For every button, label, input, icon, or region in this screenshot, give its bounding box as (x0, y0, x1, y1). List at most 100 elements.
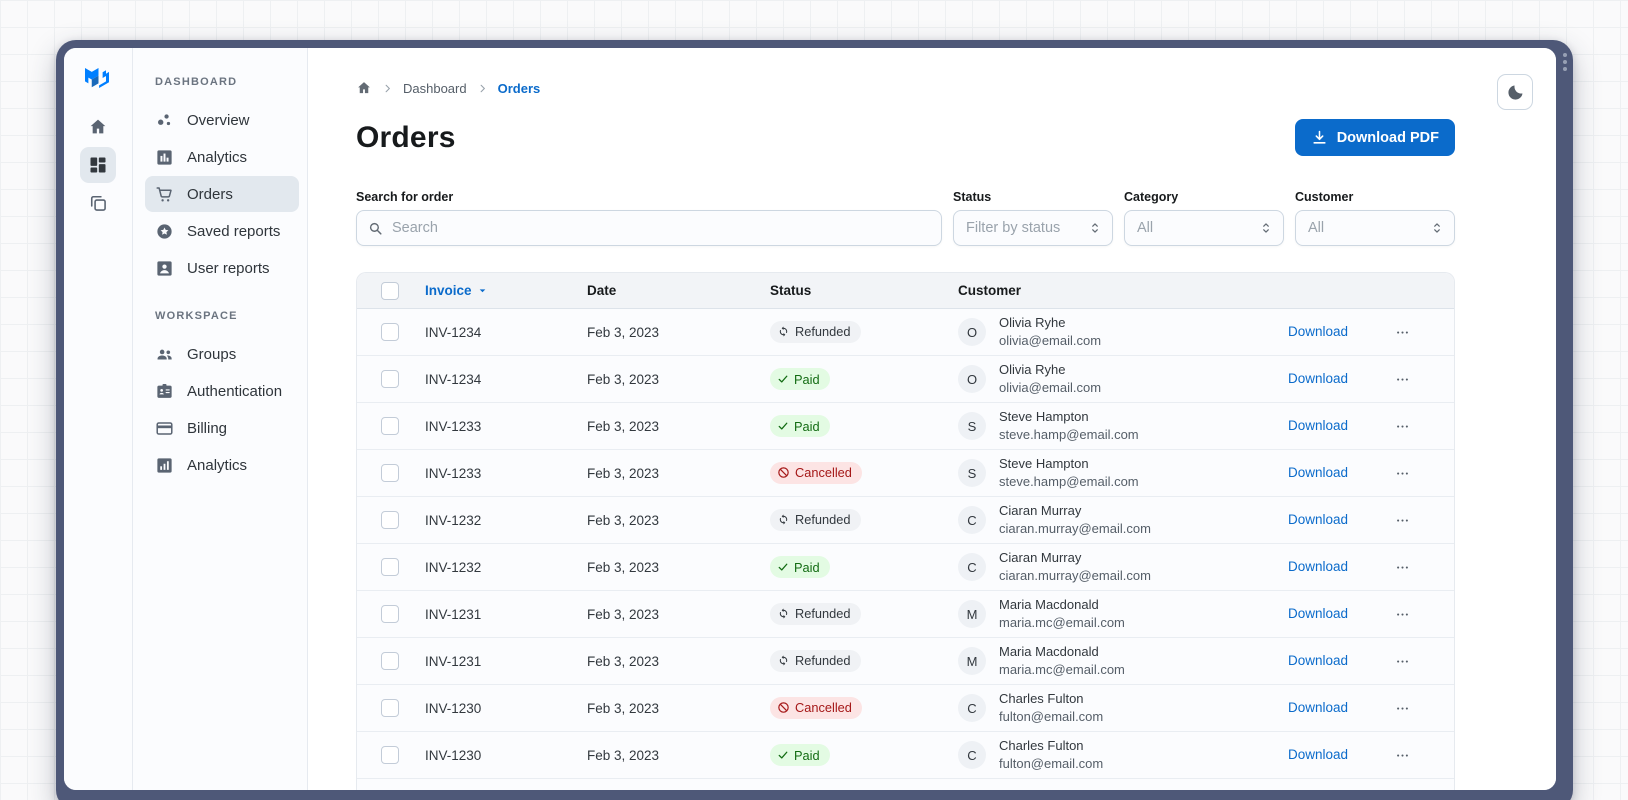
sidebar-item-user-reports[interactable]: User reports (145, 250, 299, 286)
breadcrumb-orders-current[interactable]: Orders (497, 80, 541, 96)
filter-status: Status Filter by status (953, 190, 1113, 246)
check-icon (777, 420, 789, 432)
table-row: INV-1231 Feb 3, 2023 Refunded M Maria Macdon… (357, 638, 1454, 685)
customer-email: ciaran.murray@email.com (999, 521, 1151, 536)
download-pdf-label: Download PDF (1336, 129, 1439, 146)
sidebar-item-overview[interactable]: Overview (145, 102, 299, 138)
row-checkbox[interactable] (381, 558, 399, 576)
customer-name: Charles Fulton (999, 691, 1084, 707)
status-select[interactable]: Filter by status (953, 210, 1113, 246)
status-label: Refunded (795, 606, 851, 622)
sidebar-item-orders[interactable]: Orders (145, 176, 299, 212)
sidebar-item-saved-reports[interactable]: Saved reports (145, 213, 299, 249)
refresh-icon (777, 607, 790, 620)
download-link[interactable]: Download (1288, 465, 1349, 480)
status-label: Paid (794, 371, 820, 387)
row-checkbox[interactable] (381, 746, 399, 764)
customer-select[interactable]: All (1295, 210, 1455, 246)
date-cell: Feb 3, 2023 (587, 371, 660, 387)
customer-cell: C Charles Fulton fulton@email.com (958, 737, 1288, 772)
sidebar-item-groups[interactable]: Groups (145, 336, 299, 372)
search-input[interactable] (392, 220, 931, 236)
customer-name: Steve Hampton (999, 409, 1089, 425)
customer-cell: S Steve Hampton steve.hamp@email.com (958, 455, 1288, 490)
status-label: Refunded (795, 653, 851, 669)
rail-button-home[interactable] (80, 109, 116, 145)
date-cell: Feb 3, 2023 (587, 559, 660, 575)
row-menu-button[interactable] (1388, 419, 1416, 434)
moon-icon (1506, 83, 1525, 102)
row-menu-button[interactable] (1388, 513, 1416, 528)
stack-icon (88, 193, 108, 213)
row-checkbox[interactable] (381, 464, 399, 482)
nav-section-label: WORKSPACE (155, 310, 238, 322)
download-link[interactable]: Download (1288, 512, 1349, 527)
customer-email: fulton@email.com (999, 709, 1104, 724)
breadcrumb-dashboard-link[interactable]: Dashboard (403, 80, 467, 96)
badge-icon (155, 382, 174, 401)
sidebar-item-billing[interactable]: Billing (145, 410, 299, 446)
download-link[interactable]: Download (1288, 700, 1349, 715)
dashboard-icon (88, 155, 108, 175)
row-checkbox[interactable] (381, 417, 399, 435)
download-link[interactable]: Download (1288, 606, 1349, 621)
status-badge: Cancelled (770, 696, 862, 719)
row-checkbox[interactable] (381, 652, 399, 670)
download-link[interactable]: Download (1288, 418, 1349, 433)
download-pdf-button[interactable]: Download PDF (1294, 119, 1455, 156)
invoice-cell: INV-1231 (425, 606, 482, 622)
row-checkbox[interactable] (381, 511, 399, 529)
sidebar-item-analytics[interactable]: Analytics (145, 139, 299, 175)
window-scrollbar[interactable] (1563, 53, 1567, 71)
sidebar-item-authentication[interactable]: Authentication (145, 373, 299, 409)
check-icon (777, 373, 789, 385)
sidebar-item-label: Billing (187, 419, 228, 437)
home-icon[interactable] (356, 80, 372, 96)
avatar: C (958, 741, 986, 769)
avatar: M (958, 600, 986, 628)
date-cell: Feb 3, 2023 (587, 324, 660, 340)
customer-email: maria.mc@email.com (999, 615, 1125, 630)
column-header-customer: Customer (958, 283, 1022, 298)
icon-rail (64, 48, 133, 790)
row-menu-button[interactable] (1388, 560, 1416, 575)
rail-button-dashboard[interactable] (80, 147, 116, 183)
select-value: All (1137, 220, 1154, 236)
theme-toggle-button[interactable] (1497, 74, 1533, 110)
column-header-invoice[interactable]: Invoice (425, 283, 587, 298)
row-menu-button[interactable] (1388, 607, 1416, 622)
customer-cell: C Ciaran Murray ciaran.murray@email.com (958, 502, 1288, 537)
download-link[interactable]: Download (1288, 371, 1349, 386)
sidebar-item-analytics[interactable]: Analytics (145, 447, 299, 483)
row-checkbox[interactable] (381, 370, 399, 388)
customer-email: steve.hamp@email.com (999, 427, 1139, 442)
block-icon (777, 701, 790, 714)
download-link[interactable]: Download (1288, 747, 1349, 762)
category-select[interactable]: All (1124, 210, 1284, 246)
date-cell: Feb 3, 2023 (587, 653, 660, 669)
row-menu-button[interactable] (1388, 701, 1416, 716)
row-menu-button[interactable] (1388, 325, 1416, 340)
sidebar-item-label: Overview (187, 111, 250, 129)
row-menu-button[interactable] (1388, 654, 1416, 669)
bar-chart-icon (155, 148, 174, 167)
download-link[interactable]: Download (1288, 653, 1349, 668)
row-menu-button[interactable] (1388, 466, 1416, 481)
rail-button-stack[interactable] (80, 185, 116, 221)
filter-label: Category (1124, 190, 1179, 204)
row-checkbox[interactable] (381, 699, 399, 717)
customer-cell: O Olivia Ryhe olivia@email.com (958, 314, 1288, 349)
row-checkbox[interactable] (381, 323, 399, 341)
download-link[interactable]: Download (1288, 559, 1349, 574)
breadcrumb: Dashboard Orders (356, 80, 1455, 96)
row-menu-button[interactable] (1388, 748, 1416, 763)
status-label: Paid (794, 747, 820, 763)
table-row: INV-1233 Feb 3, 2023 Paid S Steve Hampton ste… (357, 403, 1454, 450)
customer-name: Ciaran Murray (999, 550, 1082, 566)
download-link[interactable]: Download (1288, 324, 1349, 339)
select-all-checkbox[interactable] (381, 281, 399, 300)
row-checkbox[interactable] (381, 605, 399, 623)
cart-icon (155, 185, 174, 204)
row-menu-button[interactable] (1388, 372, 1416, 387)
